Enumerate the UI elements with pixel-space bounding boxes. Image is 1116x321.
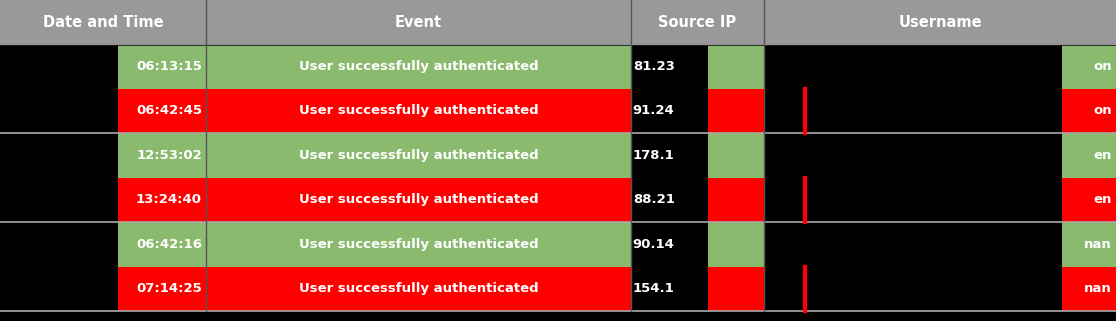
Bar	[764, 0, 1116, 44]
Text: 91.24: 91.24	[633, 105, 674, 117]
Text: User successfully authenticated: User successfully authenticated	[299, 105, 538, 117]
Bar	[764, 222, 1061, 266]
Bar	[0, 222, 117, 266]
Bar	[0, 178, 1116, 222]
Bar	[764, 178, 1061, 222]
Bar	[631, 178, 709, 222]
Bar	[0, 89, 1116, 133]
Bar	[631, 0, 764, 44]
Text: 07:14:25: 07:14:25	[136, 282, 202, 295]
Text: 06:42:16: 06:42:16	[136, 238, 202, 251]
Text: on: on	[1093, 60, 1112, 73]
Bar	[0, 267, 1116, 311]
Bar	[631, 267, 709, 311]
Bar	[0, 222, 1116, 266]
Text: 88.21: 88.21	[633, 194, 675, 206]
Text: Date and Time: Date and Time	[42, 15, 164, 30]
Text: User successfully authenticated: User successfully authenticated	[299, 238, 538, 251]
Bar	[206, 0, 631, 44]
Text: 81.23: 81.23	[633, 60, 675, 73]
Text: Event: Event	[395, 15, 442, 30]
Bar	[631, 133, 709, 178]
Text: 178.1: 178.1	[633, 149, 674, 162]
Text: 13:24:40: 13:24:40	[136, 194, 202, 206]
Text: 06:13:15: 06:13:15	[136, 60, 202, 73]
Bar	[0, 0, 206, 44]
Text: nan: nan	[1084, 282, 1112, 295]
Text: Source IP: Source IP	[658, 15, 737, 30]
Text: nan: nan	[1084, 238, 1112, 251]
Bar	[631, 89, 709, 133]
Bar	[764, 44, 1061, 89]
Text: en: en	[1094, 149, 1112, 162]
Bar	[764, 89, 1061, 133]
Bar	[0, 267, 117, 311]
Bar	[0, 44, 117, 89]
Bar	[764, 133, 1061, 178]
Text: User successfully authenticated: User successfully authenticated	[299, 282, 538, 295]
Bar	[631, 44, 709, 89]
Text: User successfully authenticated: User successfully authenticated	[299, 149, 538, 162]
Bar	[0, 89, 117, 133]
Text: 06:42:45: 06:42:45	[136, 105, 202, 117]
Bar	[631, 222, 709, 266]
Text: 154.1: 154.1	[633, 282, 674, 295]
Text: User successfully authenticated: User successfully authenticated	[299, 194, 538, 206]
Text: User successfully authenticated: User successfully authenticated	[299, 60, 538, 73]
Bar	[764, 267, 1061, 311]
Text: en: en	[1094, 194, 1112, 206]
Text: 90.14: 90.14	[633, 238, 675, 251]
Bar	[0, 44, 1116, 89]
Bar	[0, 133, 1116, 178]
Text: 12:53:02: 12:53:02	[136, 149, 202, 162]
Bar	[0, 133, 117, 178]
Text: Username: Username	[898, 15, 982, 30]
Bar	[0, 178, 117, 222]
Text: on: on	[1093, 105, 1112, 117]
